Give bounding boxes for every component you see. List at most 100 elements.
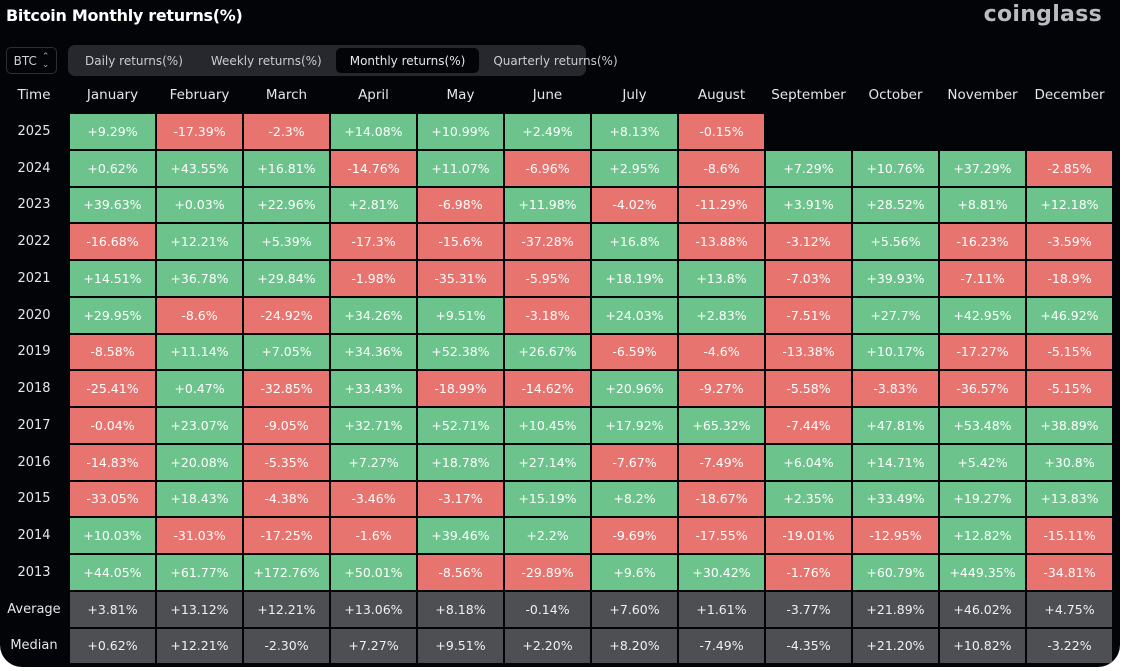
return-cell: +2.81% — [331, 187, 416, 223]
return-cell: -17.55% — [679, 518, 764, 553]
year-label: 2023 — [17, 197, 51, 213]
stat-cell-median: -2.30% — [244, 628, 329, 664]
return-cell: +11.07% — [418, 150, 503, 186]
return-cell: +27.14% — [505, 444, 590, 480]
return-cell: +34.26% — [331, 297, 416, 333]
stat-cell-median: +10.82% — [940, 628, 1025, 664]
return-cell: +12.82% — [940, 518, 1025, 553]
return-cell: +46.92% — [1027, 297, 1112, 333]
year-label: 2017 — [17, 417, 51, 433]
stat-cell-average: +12.21% — [244, 591, 329, 627]
stat-cell-average: +4.75% — [1027, 591, 1112, 627]
return-cell: -8.56% — [418, 555, 503, 590]
year-label: 2021 — [17, 270, 51, 286]
return-cell: -6.98% — [418, 187, 503, 223]
return-cell: +5.56% — [853, 224, 938, 259]
return-cell: +37.29% — [940, 150, 1025, 186]
return-cell: -2.3% — [244, 114, 329, 149]
return-cell: -35.31% — [418, 261, 503, 296]
return-cell: +39.46% — [418, 518, 503, 553]
return-cell: +9.29% — [70, 114, 155, 149]
return-cell: -5.15% — [1027, 334, 1112, 370]
tab-daily-returns[interactable]: Daily returns(%) — [85, 53, 183, 68]
stat-cell-median: +9.51% — [418, 628, 503, 664]
return-cell: +17.92% — [592, 408, 677, 443]
return-cell: -7.44% — [766, 408, 851, 443]
return-cell: -4.38% — [244, 481, 329, 517]
return-cell: +16.8% — [592, 224, 677, 259]
return-cell: +2.49% — [505, 114, 590, 149]
return-cell: +50.01% — [331, 555, 416, 590]
return-cell: -29.89% — [505, 555, 590, 590]
return-cell: -3.12% — [766, 224, 851, 259]
asset-selector[interactable]: BTC ⌃ ⌄ — [6, 47, 57, 74]
return-cell: -9.69% — [592, 518, 677, 553]
return-cell: -17.39% — [157, 114, 242, 149]
return-cell: +18.19% — [592, 261, 677, 296]
chevron-up-down-icon: ⌃ ⌄ — [41, 51, 50, 70]
return-cell: +36.78% — [157, 261, 242, 296]
month-header-november: November — [947, 87, 1018, 103]
return-cell: -14.76% — [331, 150, 416, 186]
return-cell: +65.32% — [679, 408, 764, 443]
return-cell: +33.49% — [853, 481, 938, 517]
return-cell: +12.18% — [1027, 187, 1112, 223]
tab-quarterly-returns[interactable]: Quarterly returns(%) — [493, 53, 618, 68]
return-cell: +10.45% — [505, 408, 590, 443]
stat-cell-median: +7.27% — [331, 628, 416, 664]
return-cell: -13.88% — [679, 224, 764, 259]
return-cell: +10.99% — [418, 114, 503, 149]
return-cell: +10.03% — [70, 518, 155, 553]
return-cell: +5.39% — [244, 224, 329, 259]
return-cell: +9.51% — [418, 297, 503, 333]
return-cell: -8.58% — [70, 334, 155, 370]
return-cell: -5.15% — [1027, 371, 1112, 406]
return-cell: -18.99% — [418, 371, 503, 406]
return-cell: -12.95% — [853, 518, 938, 553]
return-cell: +33.43% — [331, 371, 416, 406]
return-cell: -34.81% — [1027, 555, 1112, 590]
return-cell: +20.08% — [157, 444, 242, 480]
return-cell: +13.8% — [679, 261, 764, 296]
return-cell: -4.6% — [679, 334, 764, 370]
year-label: 2016 — [17, 454, 51, 470]
year-label: 2024 — [17, 160, 51, 176]
return-cell: +53.48% — [940, 408, 1025, 443]
return-cell: -1.6% — [331, 518, 416, 553]
return-cell: +3.91% — [766, 187, 851, 223]
return-cell: +172.76% — [244, 555, 329, 590]
return-cell: +52.38% — [418, 334, 503, 370]
stat-cell-average: +21.89% — [853, 591, 938, 627]
return-cell: -3.83% — [853, 371, 938, 406]
return-cell: -3.18% — [505, 297, 590, 333]
tab-monthly-returns[interactable]: Monthly returns(%) — [335, 48, 480, 73]
stat-cell-average: -0.14% — [505, 591, 590, 627]
return-cell: +12.21% — [157, 224, 242, 259]
year-label: 2020 — [17, 307, 51, 323]
return-cell: -8.6% — [679, 150, 764, 186]
return-cell: +39.93% — [853, 261, 938, 296]
year-label: 2015 — [17, 491, 51, 507]
stat-cell-median: -4.35% — [766, 628, 851, 664]
return-cell: +30.42% — [679, 555, 764, 590]
return-cell: -17.27% — [940, 334, 1025, 370]
stat-cell-median: -3.22% — [1027, 628, 1112, 664]
return-cell: +38.89% — [1027, 408, 1112, 443]
return-cell: +27.7% — [853, 297, 938, 333]
stat-cell-average: +1.61% — [679, 591, 764, 627]
return-cell: -9.05% — [244, 408, 329, 443]
return-cell: -15.6% — [418, 224, 503, 259]
tab-weekly-returns[interactable]: Weekly returns(%) — [210, 53, 322, 68]
stat-label-median: Median — [10, 638, 58, 654]
return-cell: +24.03% — [592, 297, 677, 333]
return-cell: -11.29% — [679, 187, 764, 223]
stat-cell-median: +2.20% — [505, 628, 590, 664]
return-cell: -0.15% — [679, 114, 764, 149]
return-cell: +47.81% — [853, 408, 938, 443]
return-cell: +14.08% — [331, 114, 416, 149]
return-cell: +20.96% — [592, 371, 677, 406]
year-label: 2019 — [17, 344, 51, 360]
return-cell: +61.77% — [157, 555, 242, 590]
return-cell: -1.98% — [331, 261, 416, 296]
return-cell: -16.68% — [70, 224, 155, 259]
